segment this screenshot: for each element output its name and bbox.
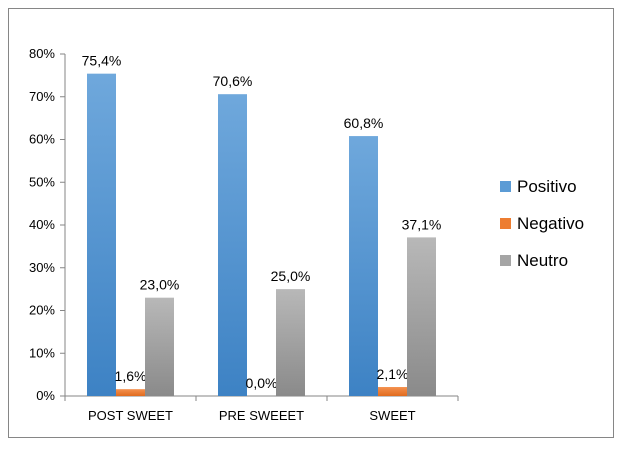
- bar-positivo: [349, 136, 378, 396]
- y-tick-label: 80%: [29, 46, 55, 61]
- x-tick-label: POST SWEET: [88, 408, 173, 423]
- bar-negativo: [378, 387, 407, 396]
- legend-label: Neutro: [517, 250, 569, 270]
- bar-positivo: [87, 73, 116, 396]
- x-tick-label: SWEET: [369, 408, 415, 423]
- data-label: 1,6%: [115, 368, 147, 384]
- bar-neutro: [145, 297, 174, 396]
- data-label: 2,1%: [377, 366, 409, 382]
- data-label: 0,0%: [246, 375, 278, 391]
- data-label: 25,0%: [271, 268, 311, 284]
- legend-swatch: [500, 255, 511, 266]
- legend-label: Negativo: [517, 213, 585, 233]
- x-tick-label: PRE SWEEET: [219, 408, 304, 423]
- legend-swatch: [500, 181, 511, 192]
- y-tick-label: 0%: [36, 388, 55, 403]
- y-tick-label: 60%: [29, 132, 55, 147]
- legend-label: Positivo: [517, 176, 577, 196]
- legend: Positivo Negativo Neutro: [500, 168, 584, 279]
- data-label: 23,0%: [140, 277, 180, 293]
- y-tick-label: 70%: [29, 89, 55, 104]
- legend-item-neutro: Neutro: [500, 242, 584, 279]
- y-tick-label: 40%: [29, 217, 55, 232]
- legend-swatch: [500, 218, 511, 229]
- data-label: 70,6%: [213, 73, 253, 89]
- legend-item-positivo: Positivo: [500, 168, 584, 205]
- legend-item-negativo: Negativo: [500, 205, 584, 242]
- bar-neutro: [276, 289, 305, 396]
- y-tick-label: 20%: [29, 303, 55, 318]
- data-label: 37,1%: [402, 216, 442, 232]
- data-label: 60,8%: [344, 115, 384, 131]
- y-tick-label: 30%: [29, 260, 55, 275]
- data-label: 75,4%: [82, 53, 122, 69]
- bar-negativo: [116, 389, 145, 396]
- bar-neutro: [407, 237, 436, 396]
- y-tick-label: 50%: [29, 174, 55, 189]
- y-tick-label: 10%: [29, 345, 55, 360]
- bar-positivo: [218, 94, 247, 396]
